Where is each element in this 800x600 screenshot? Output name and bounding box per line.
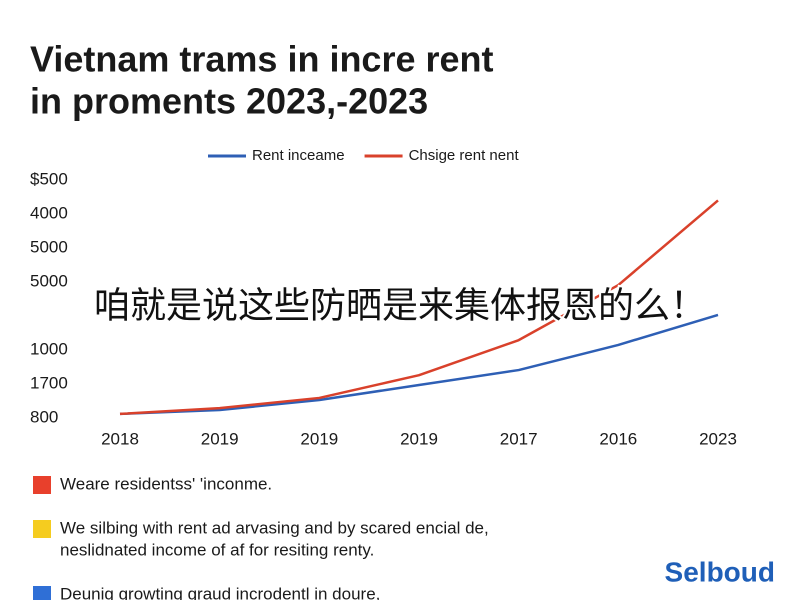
x-tick-label: 2019	[201, 429, 239, 448]
note-swatch	[33, 586, 51, 600]
chart-title: in proments 2023,-2023	[30, 81, 428, 122]
note-swatch	[33, 476, 51, 494]
series-line	[119, 313, 719, 416]
x-tick-label: 2023	[699, 429, 737, 448]
chart-title: Vietnam trams in incre rent	[30, 39, 494, 80]
y-tick-label: 4000	[30, 203, 68, 222]
y-tick-label: 1000	[30, 339, 68, 358]
brand-logo: Selboud	[665, 556, 775, 587]
y-tick-label: 1700	[30, 373, 68, 392]
note-text: Weare residentss' 'inconme.	[60, 474, 272, 493]
x-tick-label: 2018	[101, 429, 139, 448]
note-swatch	[33, 520, 51, 538]
overlay-caption: 咱就是说这些防晒是来集体报恩的么！	[94, 285, 706, 326]
note-text: neslidnated income of af for resiting re…	[60, 540, 374, 559]
legend-label: Rent inceame	[252, 147, 345, 164]
note-text: Deunig growting graud incrodentl in dour…	[60, 584, 380, 600]
legend-label: Chsige rent nent	[409, 147, 520, 164]
y-tick-label: $500	[30, 169, 68, 188]
y-tick-label: 800	[30, 407, 58, 426]
y-tick-label: 5000	[30, 271, 68, 290]
x-tick-label: 2017	[500, 429, 538, 448]
y-tick-label: 5000	[30, 237, 68, 256]
x-tick-label: 2019	[300, 429, 338, 448]
note-text: We silbing with rent ad arvasing and by …	[60, 518, 489, 537]
x-tick-label: 2019	[400, 429, 438, 448]
series-line	[119, 199, 719, 416]
x-tick-label: 2016	[599, 429, 637, 448]
